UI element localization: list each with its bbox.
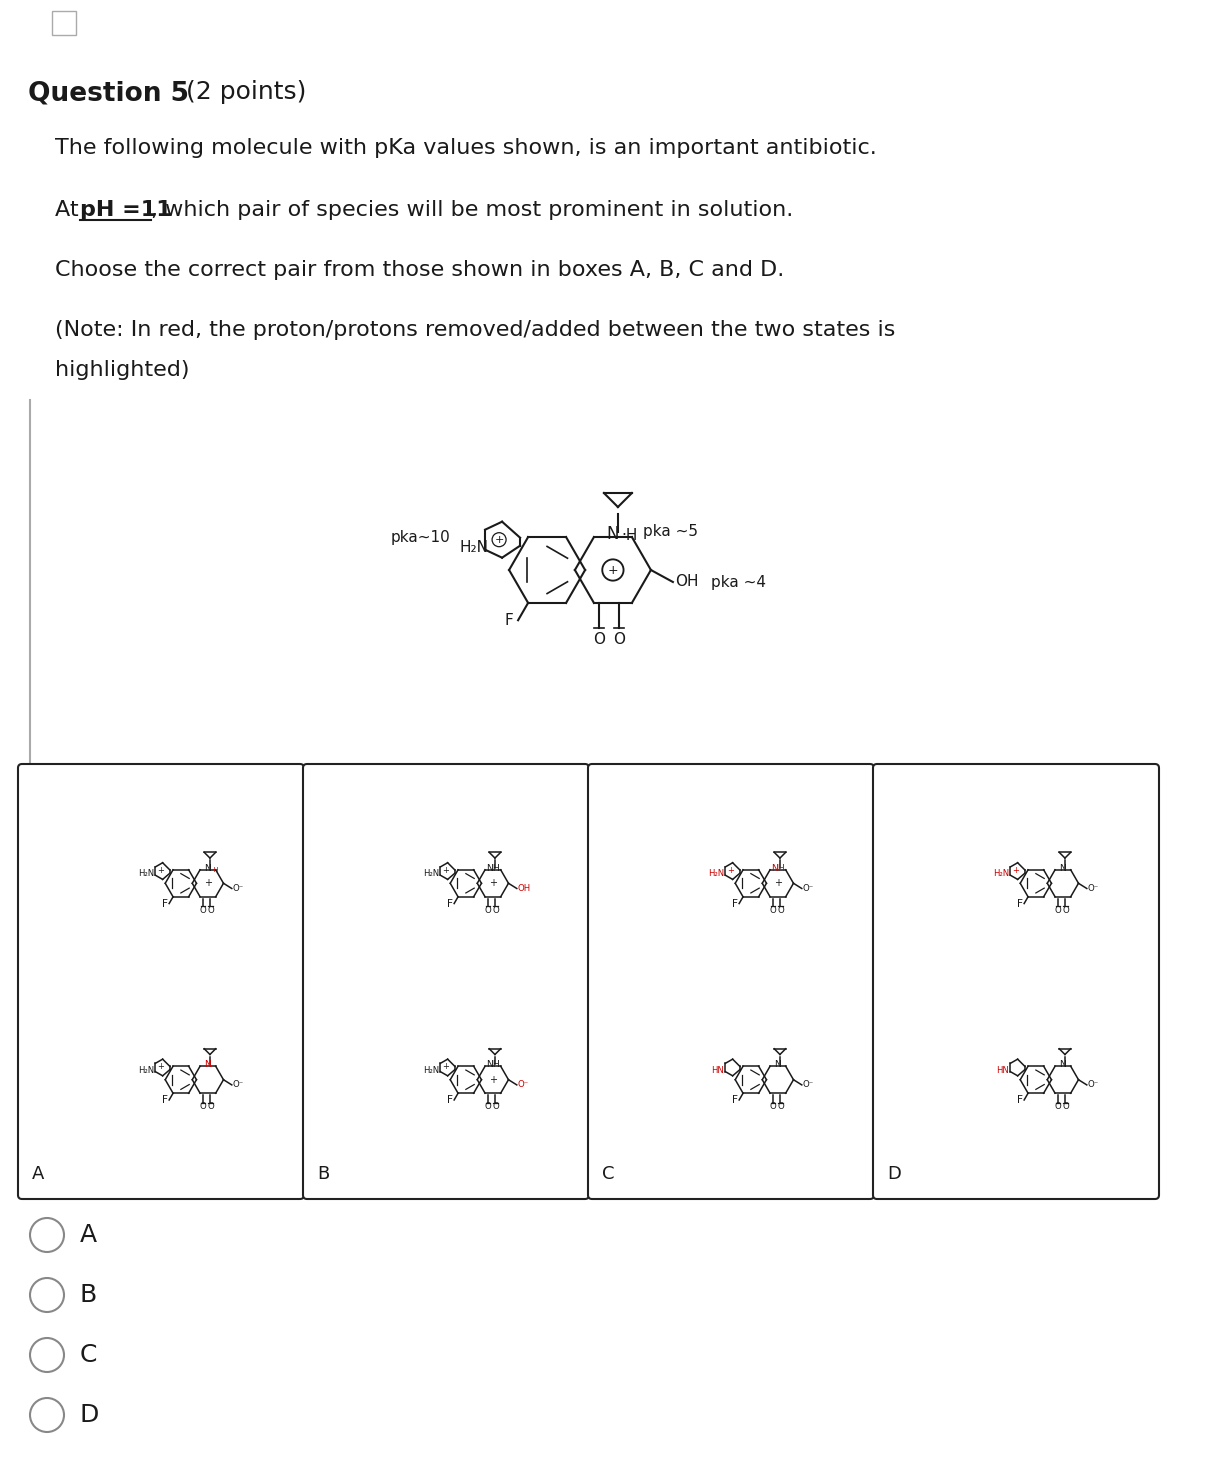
Text: +: + [204,878,212,888]
Text: NH: NH [486,865,500,873]
Text: F: F [447,1095,453,1105]
Text: H₂N: H₂N [993,869,1009,878]
Text: O: O [777,1102,784,1111]
Text: +: + [773,878,782,888]
Text: Question 5: Question 5 [28,79,189,106]
Text: +: + [1012,866,1019,875]
Text: (2 points): (2 points) [178,79,306,104]
Text: The following molecule with pKa values shown, is an important antibiotic.: The following molecule with pKa values s… [55,138,877,159]
Text: +: + [442,866,449,875]
Text: N: N [204,865,211,873]
Text: N: N [607,524,619,543]
Text: O: O [613,633,625,647]
Text: +: + [494,534,504,545]
Text: O: O [1054,906,1061,915]
Text: At: At [55,200,86,220]
FancyBboxPatch shape [873,763,1159,1199]
Text: OH: OH [518,884,531,893]
Text: F: F [1016,1095,1022,1105]
Text: O⁻: O⁻ [518,1080,529,1089]
Text: Choose the correct pair from those shown in boxes A, B, C and D.: Choose the correct pair from those shown… [55,260,784,280]
Text: O: O [484,1102,490,1111]
FancyBboxPatch shape [18,763,303,1199]
Text: +: + [442,1061,449,1072]
Text: N: N [1060,865,1066,873]
Text: +: + [157,866,164,875]
FancyBboxPatch shape [52,10,76,35]
Text: F: F [732,898,738,909]
FancyBboxPatch shape [588,763,874,1199]
Text: H₂N: H₂N [422,1066,438,1075]
Text: HN: HN [711,1066,724,1075]
Text: +: + [607,564,618,577]
Text: O: O [592,633,605,647]
Text: F: F [1016,898,1022,909]
Text: O: O [208,1102,214,1111]
Text: C: C [80,1343,97,1367]
Text: B: B [317,1166,329,1183]
Text: B: B [80,1283,97,1307]
Text: +: + [157,1061,164,1072]
Text: O: O [492,906,499,915]
Text: F: F [447,898,453,909]
Text: F: F [504,612,514,628]
Text: C: C [602,1166,614,1183]
Text: O: O [777,906,784,915]
Text: highlighted): highlighted) [55,360,189,380]
Text: OH: OH [675,574,698,590]
Text: , which pair of species will be most prominent in solution.: , which pair of species will be most pro… [151,200,793,220]
Text: O: O [770,906,776,915]
Text: O: O [492,1102,499,1111]
Text: NH: NH [771,865,784,873]
Text: O⁻: O⁻ [1088,1080,1099,1089]
Text: O⁻: O⁻ [233,1080,244,1089]
Text: O⁻: O⁻ [802,1080,815,1089]
Text: NH: NH [486,1060,500,1070]
Text: (Note: In red, the proton/protons removed/added between the two states is: (Note: In red, the proton/protons remove… [55,320,896,341]
Text: +: + [489,1075,497,1085]
Text: F: F [161,1095,168,1105]
Text: H₂N: H₂N [137,1066,154,1075]
Text: +: + [727,866,734,875]
Text: O⁻: O⁻ [802,884,815,893]
Text: ·H: ·H [620,528,637,543]
Text: O: O [770,1102,776,1111]
Text: +: + [489,878,497,888]
Text: A: A [80,1223,97,1246]
Text: A: A [32,1166,45,1183]
FancyBboxPatch shape [304,763,589,1199]
Text: O: O [1062,1102,1068,1111]
Text: D: D [80,1403,100,1427]
Text: H₂N: H₂N [422,869,438,878]
Text: H₂N: H₂N [459,540,488,555]
Text: O: O [1062,906,1068,915]
Text: HN: HN [995,1066,1009,1075]
Text: N: N [1060,1060,1066,1070]
Text: N: N [775,1060,782,1070]
Text: pH =11: pH =11 [80,200,171,220]
Text: H₂N: H₂N [708,869,724,878]
Text: D: D [887,1166,901,1183]
Text: pka~10: pka~10 [391,530,450,545]
Text: O: O [1054,1102,1061,1111]
Text: ·H: ·H [211,866,220,872]
Text: F: F [161,898,168,909]
Text: H₂N: H₂N [137,869,154,878]
Text: O: O [208,906,214,915]
Text: O⁻: O⁻ [233,884,244,893]
Text: pka ~5: pka ~5 [643,524,698,539]
Text: pka ~4: pka ~4 [711,574,766,590]
Text: N: N [204,1060,211,1070]
Text: O: O [199,906,206,915]
Text: F: F [732,1095,738,1105]
Text: O: O [199,1102,206,1111]
Text: O⁻: O⁻ [1088,884,1099,893]
Text: O: O [484,906,490,915]
